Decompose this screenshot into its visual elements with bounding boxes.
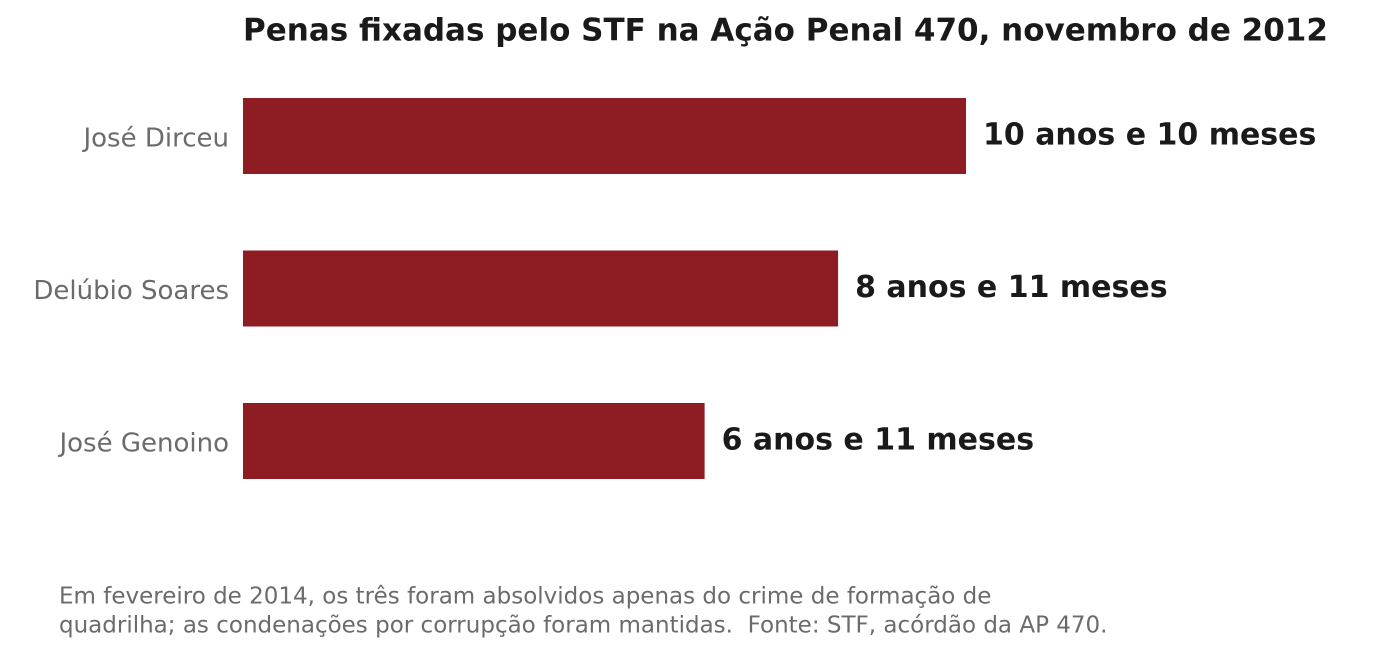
bar	[243, 98, 966, 174]
value-label: 10 anos e 10 meses	[983, 118, 1316, 153]
category-label: José Dirceu	[81, 124, 229, 154]
footnote: quadrilha; as condenações por corrupção …	[59, 613, 1107, 639]
bar	[243, 403, 705, 479]
category-label: Delúbio Soares	[33, 276, 229, 306]
value-label: 8 anos e 11 meses	[855, 270, 1167, 305]
footnote: Em fevereiro de 2014, os três foram abso…	[59, 584, 991, 610]
value-label: 6 anos e 11 meses	[722, 423, 1034, 458]
category-label: José Genoino	[57, 429, 229, 459]
chart-title: Penas fixadas pelo STF na Ação Penal 470…	[243, 13, 1328, 49]
bar	[243, 250, 839, 327]
